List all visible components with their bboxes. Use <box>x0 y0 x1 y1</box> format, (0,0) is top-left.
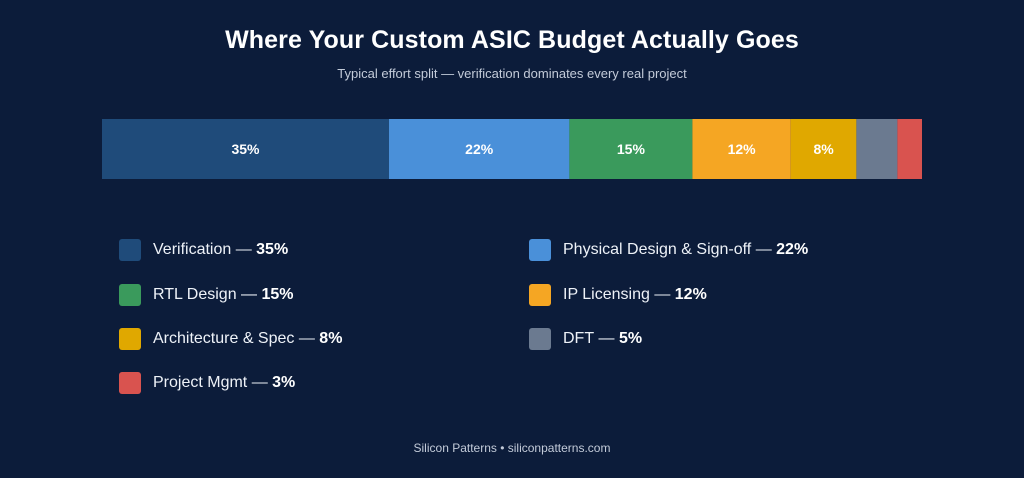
legend-item: IP Licensing — 12% <box>529 283 707 307</box>
legend-percent: 5% <box>619 330 643 347</box>
footer-credit: Silicon Patterns • siliconpatterns.com <box>413 441 611 455</box>
legend-percent: 8% <box>319 330 343 347</box>
legend-label: IP Licensing <box>563 286 650 303</box>
legend-percent: 15% <box>261 286 294 303</box>
legend-swatch <box>529 328 551 350</box>
bar-segment <box>569 119 693 179</box>
bar-segment <box>790 119 857 179</box>
bar-value-label: 8% <box>813 141 834 157</box>
legend-label: Project Mgmt <box>153 374 248 391</box>
legend-item: DFT — 5% <box>529 327 642 351</box>
legend-item: Project Mgmt — 3% <box>119 371 295 395</box>
legend-label: Architecture & Spec <box>153 330 295 347</box>
legend-label: DFT <box>563 330 595 347</box>
legend-swatch <box>529 284 551 306</box>
legend-separator: — <box>649 286 675 303</box>
legend-label: Verification <box>153 241 232 258</box>
legend-separator: — <box>247 374 273 391</box>
legend-item: RTL Design — 15% <box>119 283 294 307</box>
bar-value-label: 12% <box>728 141 757 157</box>
legend-separator: — <box>294 330 320 347</box>
legend-percent: 12% <box>674 286 707 303</box>
bar-value-label: 22% <box>465 141 494 157</box>
legend-percent: 22% <box>776 241 809 258</box>
legend-separator: — <box>231 241 257 258</box>
legend-item: Architecture & Spec — 8% <box>119 327 342 351</box>
legend-swatch <box>529 239 551 261</box>
legend-swatch <box>119 328 141 350</box>
legend-percent: 3% <box>272 374 296 391</box>
legend-separator: — <box>236 286 262 303</box>
bar-segment <box>102 119 389 179</box>
legend-label: RTL Design <box>153 286 237 303</box>
legend-percent: 35% <box>256 241 289 258</box>
legend-separator: — <box>751 241 777 258</box>
legend-swatch <box>119 239 141 261</box>
chart-subtitle: Typical effort split — verification domi… <box>337 66 687 81</box>
bar-segment <box>856 119 898 179</box>
chart-title: Where Your Custom ASIC Budget Actually G… <box>225 26 799 54</box>
legend-separator: — <box>594 330 619 347</box>
bar-segment <box>692 119 791 179</box>
legend-item: Physical Design & Sign-off — 22% <box>529 238 808 262</box>
legend-item: Verification — 35% <box>119 238 288 262</box>
bar-segment <box>897 119 922 179</box>
bar-value-label: 15% <box>617 141 646 157</box>
bar-segment <box>389 119 570 179</box>
legend-swatch <box>119 284 141 306</box>
bar-value-label: 35% <box>231 141 260 157</box>
legend-swatch <box>119 372 141 394</box>
legend-label: Physical Design & Sign-off <box>563 241 752 258</box>
stacked-bar: 35% 22% 15% 12% 8% <box>102 119 922 179</box>
